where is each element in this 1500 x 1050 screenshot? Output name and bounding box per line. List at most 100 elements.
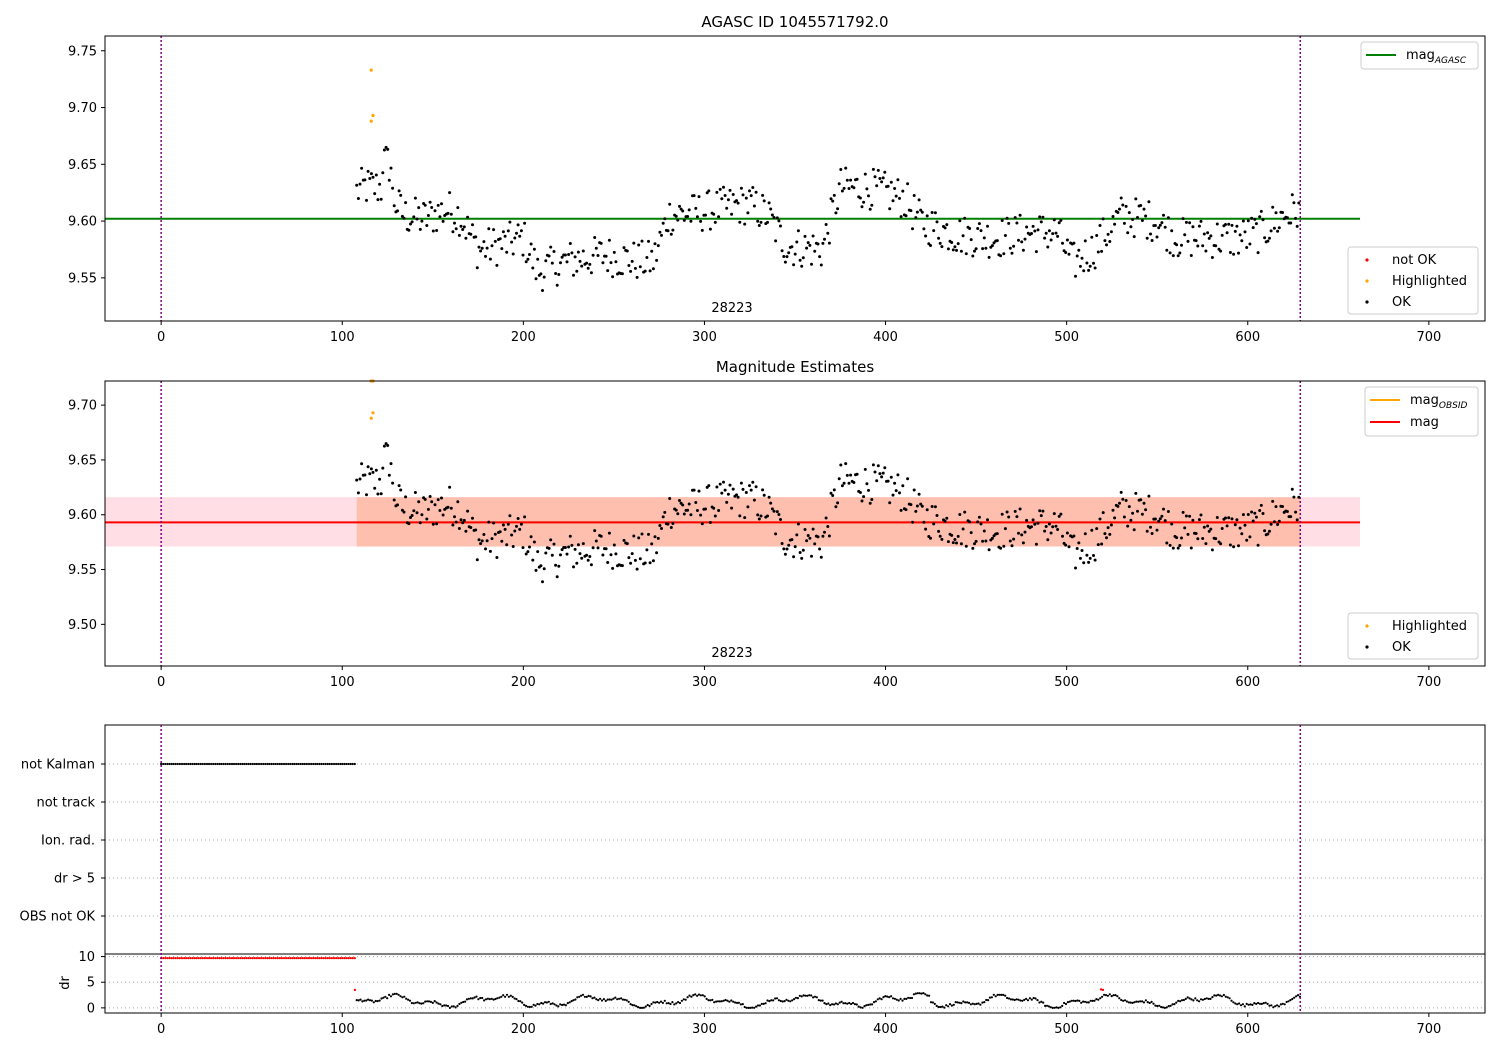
dr-point <box>939 1005 942 1009</box>
ok-point <box>526 550 530 554</box>
dr-point <box>869 1003 872 1006</box>
ok-point <box>1160 514 1164 518</box>
ok-point <box>847 481 851 485</box>
ok-point <box>757 517 761 521</box>
ok-point <box>1197 224 1201 228</box>
ok-point <box>963 510 967 514</box>
ok-point <box>1111 215 1115 218</box>
panel-magnitude-title: Magnitude Estimates <box>716 358 874 376</box>
ok-point <box>1008 246 1012 250</box>
ok-point <box>523 515 527 519</box>
dr-point <box>897 999 900 1002</box>
dr-point <box>735 1001 739 1005</box>
flag-point <box>174 762 177 766</box>
flag-point <box>218 762 221 766</box>
ok-point <box>1003 527 1007 531</box>
dr-point <box>1051 1006 1054 1010</box>
dr-flag-point <box>291 957 294 960</box>
dr-point <box>395 992 398 995</box>
ok-point <box>658 524 662 527</box>
ok-point <box>790 538 794 542</box>
ok-point <box>565 552 569 556</box>
ok-point <box>692 488 696 492</box>
ok-point <box>1013 216 1017 220</box>
highlighted-point <box>369 119 373 123</box>
dr-point <box>443 1004 446 1007</box>
dr-point <box>507 995 510 998</box>
dr-point <box>572 999 575 1002</box>
ok-point <box>356 197 360 200</box>
dr-flag-point <box>195 957 198 960</box>
ok-point <box>484 547 487 551</box>
ok-point <box>1041 215 1045 219</box>
ok-point <box>612 250 616 254</box>
ok-point <box>741 487 745 491</box>
ok-point <box>834 211 838 215</box>
dr-flag-point <box>295 957 298 960</box>
ok-point <box>958 219 962 223</box>
dr-flag-point <box>262 957 265 960</box>
ok-point <box>752 204 756 208</box>
ok-point <box>883 466 887 470</box>
dr-point <box>1150 1000 1153 1004</box>
ok-point <box>508 220 512 224</box>
flag-point <box>351 762 354 766</box>
ok-point <box>775 510 779 514</box>
ok-point <box>787 251 791 255</box>
flag-point <box>235 762 238 766</box>
ok-point <box>397 484 401 488</box>
ok-point <box>990 244 994 248</box>
dr-point <box>538 1003 541 1006</box>
dr-point <box>414 1001 417 1004</box>
ok-point <box>456 500 460 504</box>
dr-point <box>610 998 613 1001</box>
dr-point <box>1180 999 1184 1002</box>
highlighted-point <box>369 68 373 72</box>
ok-point <box>1160 221 1164 225</box>
ok-point <box>503 234 507 238</box>
dr-point <box>452 1005 455 1008</box>
dr-point <box>1019 999 1022 1002</box>
ok-point <box>806 534 810 537</box>
ok-point <box>430 206 434 209</box>
dr-point <box>486 997 489 1000</box>
ok-point <box>914 509 918 513</box>
flag-point <box>255 762 258 766</box>
ok-point <box>1184 514 1188 518</box>
dr-axis-label: dr <box>58 976 73 990</box>
ok-point <box>1243 523 1247 527</box>
ok-point <box>387 178 391 182</box>
dr-point <box>429 1000 432 1004</box>
dr-point <box>1135 1000 1138 1003</box>
dr-point <box>467 997 470 1000</box>
dr-flag-point <box>318 957 321 960</box>
ok-point <box>759 220 763 224</box>
ok-point <box>1087 560 1091 564</box>
ok-point <box>567 253 571 256</box>
ok-point <box>901 484 905 488</box>
ok-point <box>418 227 422 231</box>
ok-point <box>1039 514 1043 518</box>
dr-point <box>445 1004 448 1007</box>
dr-point <box>401 996 404 999</box>
dr-point <box>532 1003 535 1006</box>
ok-point <box>518 234 522 238</box>
flag-point <box>195 762 198 766</box>
ok-point <box>1082 269 1086 273</box>
ok-point <box>1258 215 1262 219</box>
ok-point <box>453 515 456 519</box>
dr-point <box>1167 1005 1170 1008</box>
ok-point <box>717 509 721 512</box>
dr-point <box>800 995 803 998</box>
obsid-annotation: 28223 <box>711 301 752 316</box>
ok-point <box>426 214 430 217</box>
dr-point <box>1279 1003 1282 1006</box>
dr-point <box>962 1000 965 1003</box>
dr-point <box>861 1006 864 1009</box>
dr-flag-point <box>305 957 308 960</box>
ok-point <box>1010 544 1014 548</box>
ok-point <box>418 521 422 525</box>
dr-point <box>407 998 410 1001</box>
legend-marker-not-ok <box>1365 258 1369 262</box>
ok-point <box>899 508 903 512</box>
